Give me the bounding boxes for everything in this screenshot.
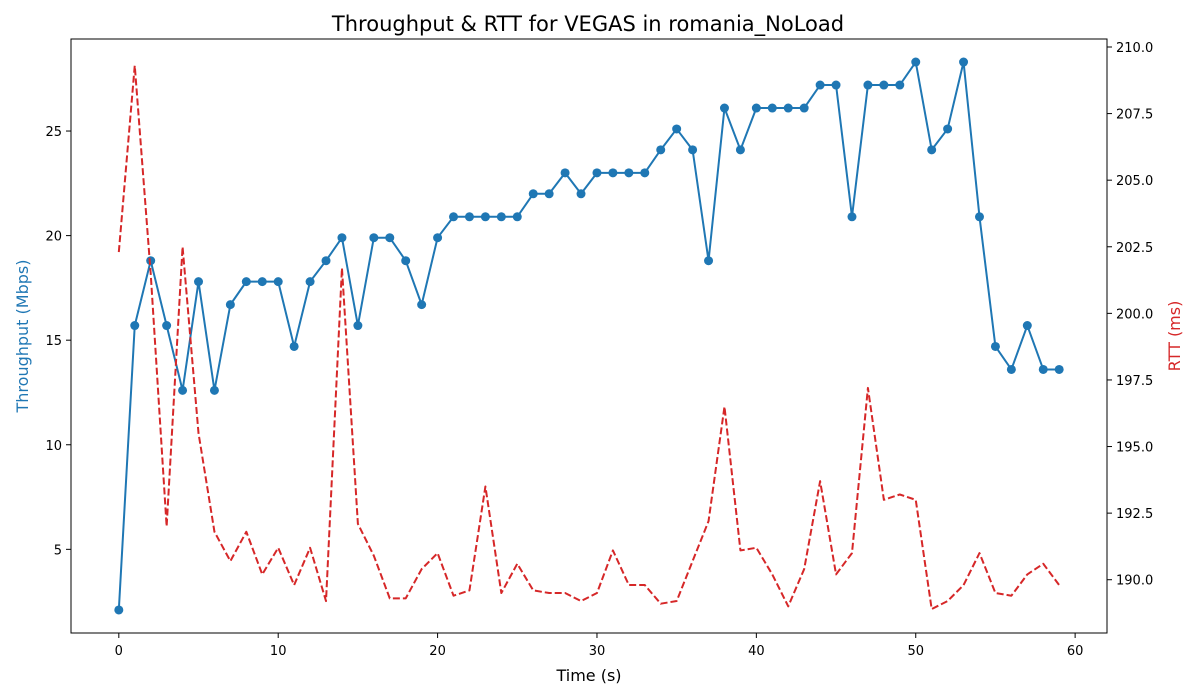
throughput-point xyxy=(241,277,251,287)
y-left-tick-label: 20 xyxy=(45,230,62,245)
y-right-tick-label: 190.0 xyxy=(1116,574,1153,589)
throughput-point xyxy=(130,321,140,331)
throughput-point xyxy=(592,168,602,178)
throughput-point xyxy=(719,103,729,113)
axes: 0 10 20 30 40 50 60 5 10 15 20 25 190.0 192.5 195.0 197… xyxy=(45,41,1153,659)
x-tick-label: 60 xyxy=(1067,644,1084,659)
x-tick-label: 40 xyxy=(748,644,765,659)
x-tick-label: 30 xyxy=(589,644,606,659)
y-axis-right-label: RTT (ms) xyxy=(1165,301,1184,372)
x-axis-label: Time (s) xyxy=(555,666,621,685)
y-right-tick-label: 197.5 xyxy=(1116,374,1153,389)
throughput-point xyxy=(114,605,124,615)
y-axis-left-label: Throughput (Mbps) xyxy=(13,260,32,414)
throughput-point xyxy=(512,212,522,222)
throughput-point xyxy=(751,103,761,113)
y-right-tick-label: 207.5 xyxy=(1116,108,1153,123)
plot-frame xyxy=(70,38,1108,634)
throughput-point xyxy=(289,341,299,351)
throughput-point xyxy=(959,57,969,67)
throughput-point xyxy=(449,212,459,222)
throughput-point xyxy=(863,80,873,90)
y-right-tick-label: 200.0 xyxy=(1116,307,1153,322)
y-left-tick-label: 5 xyxy=(54,543,62,558)
throughput-point xyxy=(433,233,443,243)
plot-marks xyxy=(114,57,1064,615)
rtt-series-line xyxy=(117,64,1060,611)
y-right-tick-label: 205.0 xyxy=(1116,174,1153,189)
throughput-point xyxy=(911,57,921,67)
throughput-point xyxy=(688,145,698,155)
throughput-point xyxy=(672,124,682,134)
throughput-point xyxy=(225,300,235,310)
throughput-point xyxy=(656,145,666,155)
y-left-tick-label: 15 xyxy=(45,334,62,349)
throughput-point xyxy=(1038,364,1048,374)
chart-title: Throughput & RTT for VEGAS in romania_No… xyxy=(331,12,844,37)
throughput-point xyxy=(162,321,172,331)
y-right-tick-label: 210.0 xyxy=(1116,41,1153,56)
throughput-point xyxy=(783,103,793,113)
x-tick-label: 50 xyxy=(907,644,924,659)
throughput-point xyxy=(879,80,889,90)
throughput-point xyxy=(369,233,379,243)
y-right-tick-label: 192.5 xyxy=(1116,507,1153,522)
throughput-point xyxy=(257,277,267,287)
throughput-point xyxy=(528,189,538,199)
throughput-point xyxy=(305,277,315,287)
throughput-point xyxy=(847,212,857,222)
throughput-point xyxy=(353,321,363,331)
x-tick-label: 0 xyxy=(115,644,123,659)
throughput-point xyxy=(624,168,634,178)
throughput-point xyxy=(273,277,283,287)
throughput-point xyxy=(544,189,554,199)
throughput-point xyxy=(1006,364,1016,374)
throughput-point xyxy=(321,256,331,266)
throughput-point xyxy=(194,277,204,287)
y-left-tick-label: 25 xyxy=(45,125,62,140)
throughput-point xyxy=(480,212,490,222)
throughput-point xyxy=(464,212,474,222)
throughput-point xyxy=(209,385,219,395)
throughput-point xyxy=(767,103,777,113)
x-tick-label: 20 xyxy=(429,644,446,659)
throughput-point xyxy=(927,145,937,155)
throughput-point xyxy=(385,233,395,243)
throughput-point xyxy=(576,189,586,199)
throughput-point xyxy=(735,145,745,155)
throughput-point xyxy=(417,300,427,310)
throughput-point xyxy=(496,212,506,222)
throughput-point xyxy=(178,385,188,395)
throughput-point xyxy=(799,103,809,113)
y-right-tick-label: 202.5 xyxy=(1116,241,1153,256)
throughput-point xyxy=(1054,364,1064,374)
throughput-point xyxy=(831,80,841,90)
x-tick-label: 10 xyxy=(270,644,287,659)
throughput-point xyxy=(608,168,618,178)
throughput-point xyxy=(337,233,347,243)
throughput-point xyxy=(974,212,984,222)
throughput-point xyxy=(704,256,714,266)
throughput-point xyxy=(640,168,650,178)
throughput-point xyxy=(815,80,825,90)
y-right-tick-label: 195.0 xyxy=(1116,441,1153,456)
throughput-point xyxy=(895,80,905,90)
throughput-point xyxy=(1022,321,1032,331)
throughput-point xyxy=(990,341,1000,351)
throughput-point xyxy=(401,256,411,266)
y-left-tick-label: 10 xyxy=(45,439,62,454)
throughput-point xyxy=(560,168,570,178)
throughput-point xyxy=(943,124,953,134)
